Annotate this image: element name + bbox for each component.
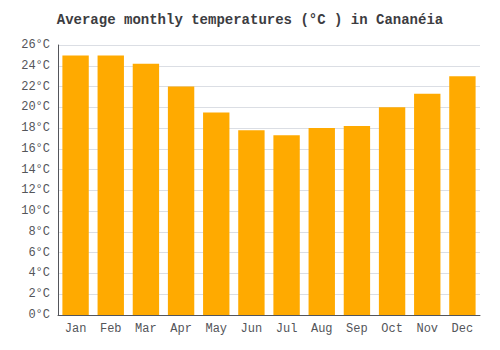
svg-text:20°C: 20°C <box>21 100 50 114</box>
svg-text:6°C: 6°C <box>28 246 50 260</box>
svg-text:Sep: Sep <box>346 322 368 336</box>
svg-text:Mar: Mar <box>135 322 157 336</box>
svg-text:Dec: Dec <box>452 322 474 336</box>
svg-text:12°C: 12°C <box>21 183 50 197</box>
svg-text:2°C: 2°C <box>28 287 50 301</box>
svg-text:24°C: 24°C <box>21 59 50 73</box>
svg-text:26°C: 26°C <box>21 38 50 52</box>
svg-text:14°C: 14°C <box>21 163 50 177</box>
svg-text:May: May <box>205 322 227 336</box>
svg-text:Feb: Feb <box>100 322 122 336</box>
svg-text:16°C: 16°C <box>21 142 50 156</box>
svg-text:Jul: Jul <box>276 322 298 336</box>
svg-text:18°C: 18°C <box>21 121 50 135</box>
svg-text:Oct: Oct <box>381 322 403 336</box>
svg-text:0°C: 0°C <box>28 308 50 322</box>
svg-text:Apr: Apr <box>170 322 192 336</box>
svg-text:Jun: Jun <box>241 322 263 336</box>
svg-text:Average monthly temperatures (: Average monthly temperatures (°C ) in Ca… <box>57 12 444 28</box>
svg-text:22°C: 22°C <box>21 80 50 94</box>
svg-text:Jan: Jan <box>65 322 87 336</box>
svg-text:Aug: Aug <box>311 322 333 336</box>
svg-text:10°C: 10°C <box>21 204 50 218</box>
svg-text:Nov: Nov <box>416 322 438 336</box>
svg-text:4°C: 4°C <box>28 266 50 280</box>
svg-text:8°C: 8°C <box>28 225 50 239</box>
